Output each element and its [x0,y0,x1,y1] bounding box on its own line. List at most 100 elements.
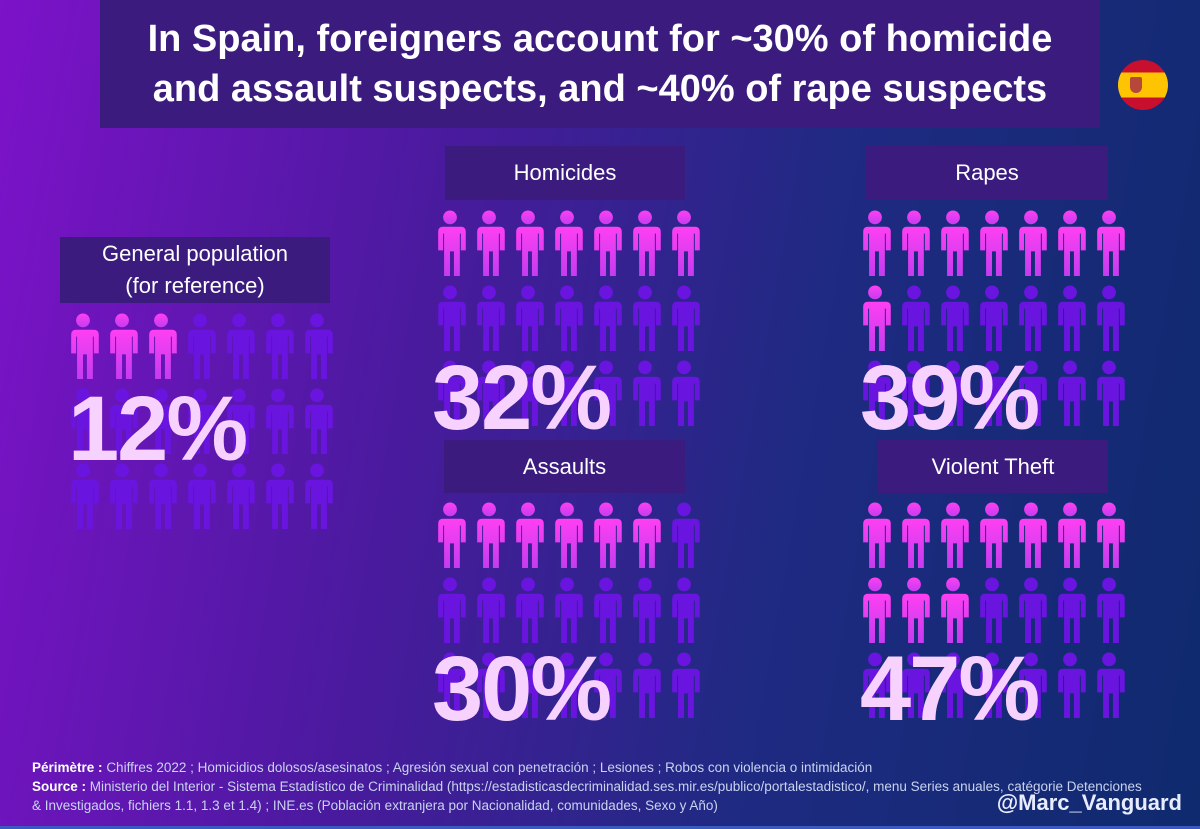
person-icon [863,360,891,427]
person-icon [438,360,466,427]
person-icon [71,388,99,455]
person-icon [1058,577,1086,644]
perimetre-label: Périmètre : [32,760,103,775]
person-icon-highlighted [438,210,466,277]
panel-label-rapes: Rapes [866,146,1108,200]
person-icon [1097,652,1125,719]
chart-title: In Spain, foreigners account for ~30% of… [100,0,1100,128]
source-note: Source : Ministerio del Interior - Siste… [32,777,1142,815]
person-icon [516,360,544,427]
person-icon [477,285,505,352]
person-icon [980,285,1008,352]
label-line-1: General population [102,241,288,266]
person-icon [1097,577,1125,644]
person-icon [672,652,700,719]
person-icon [1097,285,1125,352]
person-icon [110,463,138,530]
person-icon [555,652,583,719]
person-icon-highlighted [863,285,891,352]
person-icon [438,577,466,644]
person-icon-highlighted [1097,210,1125,277]
person-icon-highlighted [941,210,969,277]
person-icon [438,652,466,719]
person-icon-highlighted [594,502,622,569]
person-icon-highlighted [902,210,930,277]
person-icon [555,577,583,644]
person-icon-highlighted [1058,502,1086,569]
person-icon [902,652,930,719]
person-icon [227,463,255,530]
person-icon [633,360,661,427]
person-icon [633,285,661,352]
footer-notes: Périmètre : Chiffres 2022 ; Homicidios d… [32,758,1152,815]
bottom-bar [0,826,1200,829]
person-icon [1058,285,1086,352]
person-icon [902,360,930,427]
person-icon [1058,360,1086,427]
person-icon [863,652,891,719]
person-icon [477,577,505,644]
person-icon [594,577,622,644]
person-icon-highlighted [594,210,622,277]
person-icon [71,463,99,530]
person-icon-highlighted [672,210,700,277]
panel-label-assaults: Assaults [444,440,685,493]
person-icon [941,285,969,352]
person-icon [1019,652,1047,719]
perimetre-note: Périmètre : Chiffres 2022 ; Homicidios d… [32,758,1152,777]
person-icon-highlighted [516,502,544,569]
person-icon-highlighted [477,502,505,569]
person-icon-highlighted [980,502,1008,569]
person-icon [149,463,177,530]
person-icon-highlighted [863,577,891,644]
person-icon [555,360,583,427]
person-icon [672,360,700,427]
person-icon [1019,360,1047,427]
person-icon-highlighted [941,577,969,644]
person-icon [1097,360,1125,427]
person-icon-highlighted [1097,502,1125,569]
panel-label-general: General population (for reference) [60,237,330,303]
person-icon [633,577,661,644]
person-icon [188,388,216,455]
person-icon [516,285,544,352]
person-icon [266,463,294,530]
person-icon-highlighted [1019,502,1047,569]
person-icon-highlighted [633,210,661,277]
person-icon-highlighted [902,577,930,644]
person-icon-highlighted [633,502,661,569]
pictogram-violent-theft [858,502,1131,719]
label-line-2: (for reference) [125,273,265,298]
person-icon [594,360,622,427]
person-icon [516,577,544,644]
person-icon [672,285,700,352]
pictogram-assaults [433,502,706,719]
person-icon [941,652,969,719]
person-icon [438,285,466,352]
title-line-2: and assault suspects, and ~40% of rape s… [152,68,1048,110]
person-icon-highlighted [1019,210,1047,277]
person-icon [594,652,622,719]
pictogram-rapes [858,210,1131,427]
source-label: Source : [32,779,87,794]
person-icon [672,577,700,644]
panel-label-violent-theft: Violent Theft [878,440,1108,493]
person-icon-highlighted [477,210,505,277]
source-text: Ministerio del Interior - Sistema Estadí… [32,779,1142,813]
person-icon [305,388,333,455]
person-icon [941,360,969,427]
person-icon [672,502,700,569]
pictogram-general [66,313,339,530]
title-line-1: In Spain, foreigners account for ~30% of… [147,18,1053,60]
person-icon-highlighted [902,502,930,569]
person-icon [516,652,544,719]
person-icon [980,360,1008,427]
person-icon [188,463,216,530]
person-icon-highlighted [110,313,138,380]
person-icon [980,577,1008,644]
spain-flag-icon [1118,60,1168,110]
person-icon-highlighted [980,210,1008,277]
person-icon [1019,285,1047,352]
person-icon [477,360,505,427]
person-icon [902,285,930,352]
